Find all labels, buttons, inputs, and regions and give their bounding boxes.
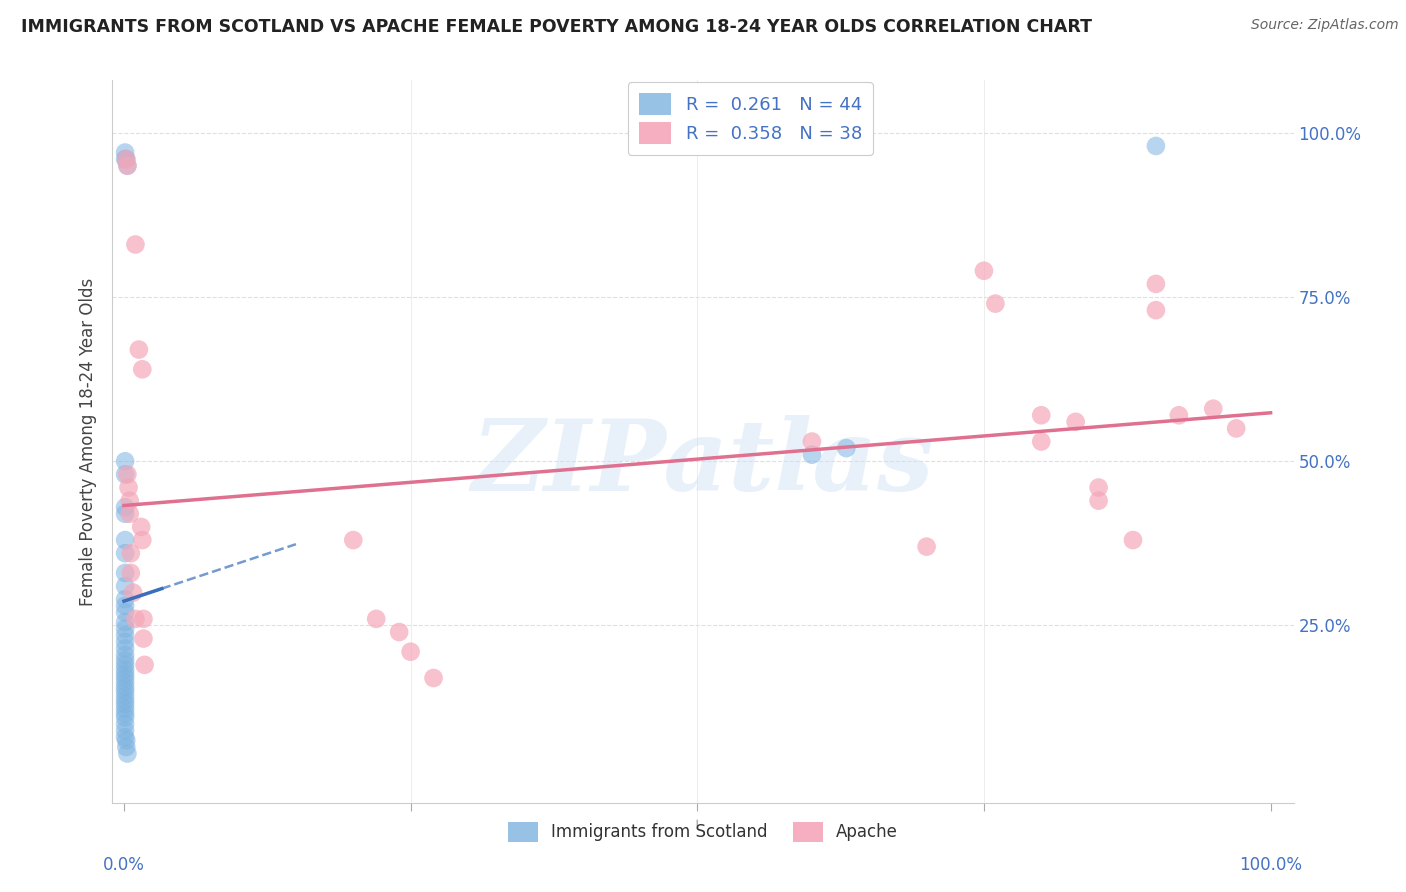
Point [800, 434, 823, 449]
Point [118, 493, 141, 508]
Point [114, 680, 136, 694]
Point [114, 671, 136, 685]
Point [114, 592, 136, 607]
Point [114, 533, 136, 547]
Point [131, 533, 153, 547]
Point [114, 615, 136, 630]
Point [388, 625, 411, 640]
Text: Source: ZipAtlas.com: Source: ZipAtlas.com [1251, 18, 1399, 32]
Point [114, 648, 136, 662]
Point [114, 500, 136, 515]
Point [115, 152, 138, 166]
Point [366, 612, 388, 626]
Point [1122, 533, 1144, 547]
Point [114, 723, 136, 738]
Point [114, 698, 136, 712]
Point [800, 448, 823, 462]
Point [342, 533, 364, 547]
Point [1144, 139, 1167, 153]
Point [117, 159, 139, 173]
Point [114, 710, 136, 724]
Point [114, 684, 136, 698]
Point [120, 566, 142, 580]
Point [114, 546, 136, 560]
Point [1144, 303, 1167, 318]
Point [114, 599, 136, 613]
Point [1087, 481, 1109, 495]
Point [835, 441, 858, 455]
Point [115, 152, 138, 166]
Point [1031, 434, 1053, 449]
Point [117, 747, 139, 761]
Text: 0.0%: 0.0% [103, 856, 145, 874]
Point [134, 657, 156, 672]
Point [114, 657, 136, 672]
Point [117, 467, 139, 482]
Point [1144, 277, 1167, 291]
Point [422, 671, 444, 685]
Legend: Immigrants from Scotland, Apache: Immigrants from Scotland, Apache [502, 815, 904, 848]
Point [114, 605, 136, 619]
Point [114, 641, 136, 656]
Point [132, 612, 155, 626]
Point [114, 628, 136, 642]
Point [129, 520, 152, 534]
Point [114, 145, 136, 160]
Point [114, 635, 136, 649]
Point [114, 579, 136, 593]
Point [1064, 415, 1087, 429]
Point [1031, 409, 1053, 423]
Point [115, 739, 138, 754]
Point [124, 612, 146, 626]
Point [114, 702, 136, 716]
Point [117, 481, 139, 495]
Point [122, 585, 145, 599]
Point [114, 693, 136, 707]
Point [114, 689, 136, 703]
Point [1202, 401, 1225, 416]
Point [115, 733, 138, 747]
Point [114, 667, 136, 681]
Point [114, 653, 136, 667]
Y-axis label: Female Poverty Among 18-24 Year Olds: Female Poverty Among 18-24 Year Olds [79, 277, 97, 606]
Point [915, 540, 938, 554]
Point [114, 566, 136, 580]
Point [131, 362, 153, 376]
Text: ZIPatlas: ZIPatlas [472, 415, 934, 511]
Point [973, 264, 995, 278]
Text: 100.0%: 100.0% [1239, 856, 1302, 874]
Point [114, 152, 136, 166]
Point [114, 622, 136, 636]
Point [114, 706, 136, 721]
Point [120, 546, 142, 560]
Point [118, 507, 141, 521]
Point [114, 717, 136, 731]
Point [114, 454, 136, 468]
Point [114, 730, 136, 744]
Point [124, 237, 146, 252]
Point [1225, 421, 1247, 435]
Point [114, 663, 136, 677]
Point [114, 675, 136, 690]
Point [114, 507, 136, 521]
Point [117, 159, 139, 173]
Point [114, 467, 136, 482]
Point [399, 645, 422, 659]
Point [1087, 493, 1109, 508]
Point [128, 343, 150, 357]
Text: IMMIGRANTS FROM SCOTLAND VS APACHE FEMALE POVERTY AMONG 18-24 YEAR OLDS CORRELAT: IMMIGRANTS FROM SCOTLAND VS APACHE FEMAL… [21, 18, 1092, 36]
Point [132, 632, 155, 646]
Point [984, 296, 1007, 310]
Point [1167, 409, 1189, 423]
